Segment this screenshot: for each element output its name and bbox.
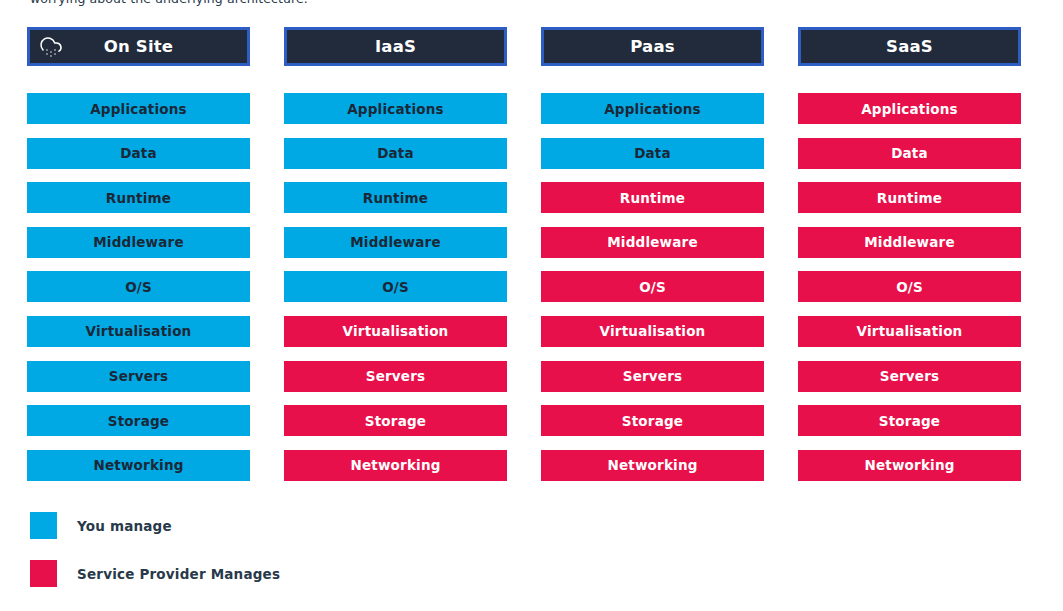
layer-servers: Servers (798, 361, 1021, 392)
layer-virtualisation: Virtualisation (798, 316, 1021, 347)
layer-data: Data (27, 138, 250, 169)
legend-item-you: You manage (30, 512, 280, 539)
legend: You manage Service Provider Manages (30, 512, 280, 587)
layer-stack: Applications Data Runtime Middleware O/S Virt… (541, 93, 764, 481)
cloud-service-models-diagram: worrying about the underlying architectu… (0, 0, 1063, 611)
layer-o-s: O/S (541, 271, 764, 302)
column-iaas: IaaS Applications Data Runtime Middleware O/S… (284, 27, 507, 481)
layer-data: Data (284, 138, 507, 169)
layer-runtime: Runtime (798, 182, 1021, 213)
layer-servers: Servers (541, 361, 764, 392)
column-title: On Site (104, 37, 174, 56)
legend-item-provider: Service Provider Manages (30, 560, 280, 587)
layer-middleware: Middleware (541, 227, 764, 258)
layer-o-s: O/S (798, 271, 1021, 302)
layer-runtime: Runtime (541, 182, 764, 213)
column-header-paas: Paas (541, 27, 764, 66)
layer-servers: Servers (284, 361, 507, 392)
layer-middleware: Middleware (27, 227, 250, 258)
layer-virtualisation: Virtualisation (541, 316, 764, 347)
column-header-saas: SaaS (798, 27, 1021, 66)
layer-applications: Applications (27, 93, 250, 124)
layer-o-s: O/S (27, 271, 250, 302)
layer-applications: Applications (541, 93, 764, 124)
column-header-on-site: On Site (27, 27, 250, 66)
layer-virtualisation: Virtualisation (27, 316, 250, 347)
legend-swatch-provider (30, 560, 57, 587)
column-on-site: On Site Applications Data Runtime Middleware… (27, 27, 250, 481)
column-title: IaaS (375, 37, 416, 56)
layer-networking: Networking (284, 450, 507, 481)
intro-text: worrying about the underlying architectu… (30, 0, 308, 6)
cloud-snow-icon (39, 35, 63, 59)
layer-applications: Applications (284, 93, 507, 124)
layer-middleware: Middleware (284, 227, 507, 258)
column-header-iaas: IaaS (284, 27, 507, 66)
layer-virtualisation: Virtualisation (284, 316, 507, 347)
layer-storage: Storage (284, 405, 507, 436)
legend-swatch-you (30, 512, 57, 539)
layer-stack: Applications Data Runtime Middleware O/S Virt… (798, 93, 1021, 481)
column-title: SaaS (886, 37, 933, 56)
layer-stack: Applications Data Runtime Middleware O/S Virt… (284, 93, 507, 481)
layer-data: Data (541, 138, 764, 169)
layer-runtime: Runtime (284, 182, 507, 213)
column-saas: SaaS Applications Data Runtime Middleware O/S… (798, 27, 1021, 481)
layer-networking: Networking (27, 450, 250, 481)
service-model-grid: On Site Applications Data Runtime Middleware… (27, 27, 1021, 481)
column-paas: Paas Applications Data Runtime Middleware O/S… (541, 27, 764, 481)
layer-networking: Networking (798, 450, 1021, 481)
legend-label: Service Provider Manages (77, 566, 280, 582)
layer-o-s: O/S (284, 271, 507, 302)
layer-networking: Networking (541, 450, 764, 481)
layer-stack: Applications Data Runtime Middleware O/S Virt… (27, 93, 250, 481)
layer-storage: Storage (27, 405, 250, 436)
layer-storage: Storage (798, 405, 1021, 436)
legend-label: You manage (77, 518, 172, 534)
layer-servers: Servers (27, 361, 250, 392)
layer-middleware: Middleware (798, 227, 1021, 258)
column-title: Paas (630, 37, 675, 56)
layer-runtime: Runtime (27, 182, 250, 213)
layer-applications: Applications (798, 93, 1021, 124)
layer-data: Data (798, 138, 1021, 169)
layer-storage: Storage (541, 405, 764, 436)
